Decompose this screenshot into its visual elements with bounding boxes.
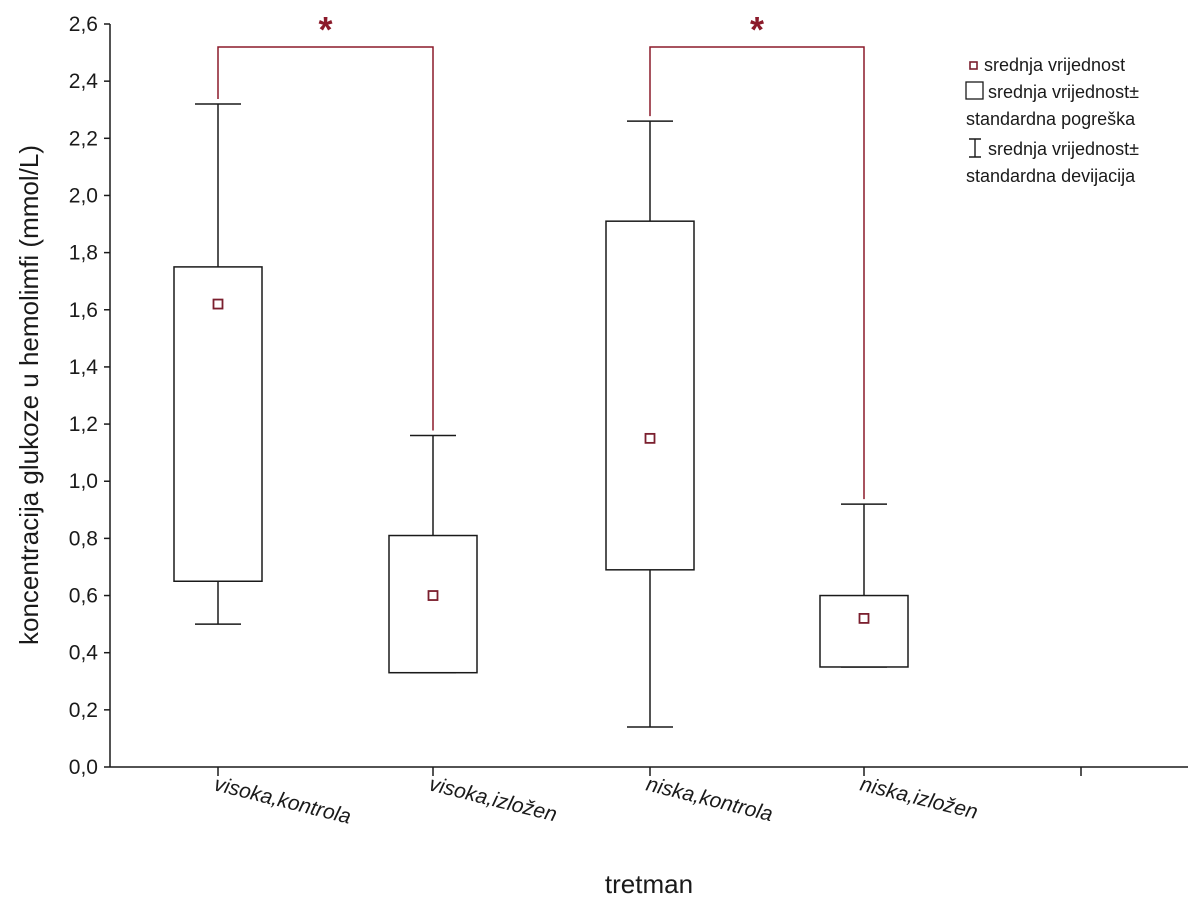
y-tick-label: 0,2 [69, 699, 98, 722]
legend: srednja vrijednost srednja vrijednost± sta… [965, 55, 1139, 186]
bracket-line [649, 46, 865, 500]
category-labels: visoka,kontrola visoka,izložen niska,kontr… [212, 767, 980, 829]
category-label: visoka,kontrola [212, 773, 353, 829]
legend-label: standardna pogreška [966, 109, 1136, 129]
category-label: niska,izložen [858, 773, 980, 824]
y-tick-label: 1,0 [69, 470, 98, 493]
bracket-line [217, 46, 434, 431]
box-group [173, 103, 263, 625]
y-tick-label: 2,2 [69, 127, 98, 150]
legend-whisker-icon [969, 138, 981, 158]
y-tick-label: 2,6 [69, 13, 98, 36]
y-tick-label: 2,0 [69, 184, 98, 207]
legend-item-whisker: srednja vrijednost± standardna devijacija [966, 138, 1139, 186]
x-axis-title: tretman [605, 869, 693, 898]
y-ticks: 0,0 0,2 0,4 0,6 0,8 1,0 1,2 1,4 1,6 1,8 2,0 2,2 2,4 2… [69, 13, 110, 779]
legend-label: srednja vrijednost± [988, 82, 1139, 102]
se-box [388, 534, 478, 674]
mean-marker [212, 298, 224, 310]
y-tick-label: 1,6 [69, 299, 98, 322]
legend-box-icon [965, 81, 984, 100]
y-axis-title: koncentracija glukoze u hemolimfi (mmol/… [14, 145, 44, 645]
significance-star: * [318, 9, 332, 50]
y-tick-label: 0,6 [69, 585, 98, 608]
mean-marker [427, 590, 439, 601]
significance-brackets: * * [217, 9, 865, 500]
category-label: niska,kontrola [644, 773, 775, 827]
legend-mean-marker-icon [969, 61, 978, 70]
se-box [819, 594, 909, 668]
box-group [388, 434, 478, 674]
legend-label: standardna devijacija [966, 166, 1136, 186]
legend-item-box: srednja vrijednost± standardna pogreška [965, 81, 1139, 129]
category-label: visoka,izložen [427, 773, 559, 827]
legend-label: srednja vrijednost [984, 55, 1125, 75]
mean-marker [858, 613, 870, 624]
box-group [819, 503, 909, 668]
se-box [605, 220, 695, 571]
se-box [173, 266, 263, 582]
significance-bracket: * [217, 9, 434, 431]
y-tick-label: 2,4 [69, 70, 99, 93]
y-tick-label: 1,8 [69, 242, 98, 265]
x-axis [110, 766, 1188, 776]
significance-star: * [750, 9, 764, 50]
y-tick-label: 1,4 [69, 356, 99, 379]
box-groups [173, 103, 909, 728]
significance-bracket: * [649, 9, 865, 500]
mean-marker [644, 432, 656, 444]
legend-item-mean: srednja vrijednost [969, 55, 1125, 75]
legend-label: srednja vrijednost± [988, 139, 1139, 159]
box-group [605, 120, 695, 728]
y-tick-label: 0,0 [69, 756, 98, 779]
y-tick-label: 1,2 [69, 413, 98, 436]
y-tick-label: 0,4 [69, 642, 99, 665]
y-tick-label: 0,8 [69, 527, 98, 550]
